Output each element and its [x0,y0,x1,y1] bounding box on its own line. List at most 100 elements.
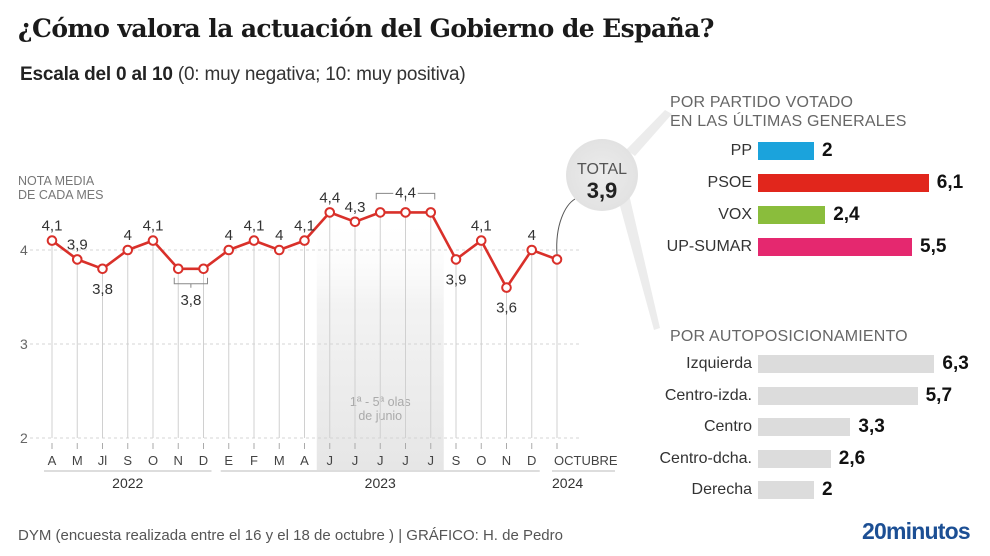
group-data-label: 4,4 [395,184,416,201]
bar-value-label: 2,6 [838,447,866,469]
bar-row: PSOE 6,1 [600,171,964,195]
data-point [97,263,108,275]
x-tick-label: J [352,453,359,468]
subtitle-scale: Escala del 0 al 10 [20,64,173,85]
bar-category-label: Izquierda [686,355,752,372]
data-point [349,216,361,228]
bar-category-label: Centro-dcha. [659,449,753,467]
y-axis-title-line-1: NOTA MEDIA [18,174,95,188]
party-panel-title-line-1: POR PARTIDO VOTADO [670,94,854,111]
x-tick-label: M [274,453,285,468]
total-connector-line [556,198,576,255]
data-label: 4 [124,227,132,244]
bar-row: Derecha 2 [600,478,833,502]
connector-to-position-panel [617,190,660,330]
data-point [526,244,538,256]
subtitle-scale-note: (0: muy negativa; 10: muy positiva) [172,64,466,85]
bar-category-label: UP-SUMAR [666,238,752,255]
data-label: 4,1 [294,218,315,235]
year-label-2022: 2022 [112,475,143,491]
bar-category-label: Centro-izda. [664,386,752,404]
data-label: 4,1 [143,218,164,235]
data-point [475,235,487,246]
data-label: 4 [225,227,233,244]
group-bracket [375,192,436,202]
data-point [551,254,563,265]
party-panel-title: POR PARTIDO VOTADO EN LAS ÚLTIMAS GENERA… [670,93,907,131]
source-credit: DYM (encuesta realizada entre el 16 y el… [18,527,563,544]
chart-title: ¿Cómo valora la actuación del Gobierno d… [18,14,714,43]
bar-category-label: VOX [718,206,752,223]
bar-category-label: Derecha [691,481,752,498]
bar-row: Centro 3,3 [600,415,885,439]
x-tick-label: N [174,453,183,468]
bar [758,238,912,256]
data-label: 3,6 [496,300,517,317]
total-bubble [566,139,638,211]
data-label: 4,3 [345,199,366,216]
bar-value-label: 5,7 [925,384,953,406]
bar-category-label: Centro [703,418,752,435]
y-tick-label-2: 2 [20,430,28,446]
bar-row: Centro-dcha. 2,6 [600,447,866,471]
data-point [374,207,386,218]
bar [758,481,814,499]
x-tick-label: J [377,453,384,468]
data-point [501,282,512,293]
x-tick-label: A [48,453,57,468]
bar-category-label: PSOE [707,174,752,191]
data-point [248,235,260,246]
data-label: 3,9 [67,236,88,253]
data-label: 4,1 [471,218,492,235]
data-point [299,235,310,246]
x-tick-label: J [327,453,334,468]
x-tick-label: A [300,453,309,468]
data-point [425,207,437,218]
x-tick-label: OCTUBRE [554,453,618,468]
data-point [223,244,235,256]
bar-value-label: 6,3 [942,353,969,374]
bar-value-label: 3,3 [858,416,885,437]
bar-category-label: PP [730,142,752,159]
data-point [147,235,159,246]
bar-value-label: 5,5 [920,236,947,257]
data-label: 4 [528,227,536,244]
group-bracket [173,277,208,288]
data-point [172,263,184,275]
data-label: 4,1 [244,218,265,235]
year-label-2023: 2023 [365,475,396,491]
y-tick-label-4: 4 [20,242,28,258]
data-point [122,244,134,256]
x-tick-label: M [72,453,83,468]
bar [758,174,929,192]
connector-to-party-panel [626,110,672,156]
position-panel-title: POR AUTOPOSICIONAMIENTO [670,328,908,345]
y-axis-title-line-2: DE CADA MES [18,188,103,202]
bar-value-label: 6,1 [936,172,964,193]
x-tick-label: O [476,453,486,468]
total-value: 3,9 [587,178,618,203]
year-label-2024: 2024 [552,475,583,491]
x-tick-label: E [224,453,233,468]
bar-value-label: 2 [822,479,833,500]
data-point [450,254,462,265]
total-label: TOTAL [577,161,627,178]
x-tick-label: J [402,453,409,468]
bar-row: Centro-izda. 5,7 [600,384,952,408]
data-point [400,207,411,218]
x-tick-label: D [199,453,208,468]
data-label: 3,9 [446,271,467,288]
brand-logo: 20minutos [862,518,971,544]
y-tick-label-3: 3 [20,336,28,352]
data-point [273,244,285,256]
data-label: 3,8 [92,281,113,298]
bar-row: PP 2 [600,139,833,163]
bar [758,418,851,436]
data-label: 4,4 [319,189,340,206]
bar [758,449,831,468]
bar [758,386,918,405]
data-point [198,263,209,275]
data-label: 4,1 [42,218,63,235]
x-tick-label: F [250,453,258,468]
